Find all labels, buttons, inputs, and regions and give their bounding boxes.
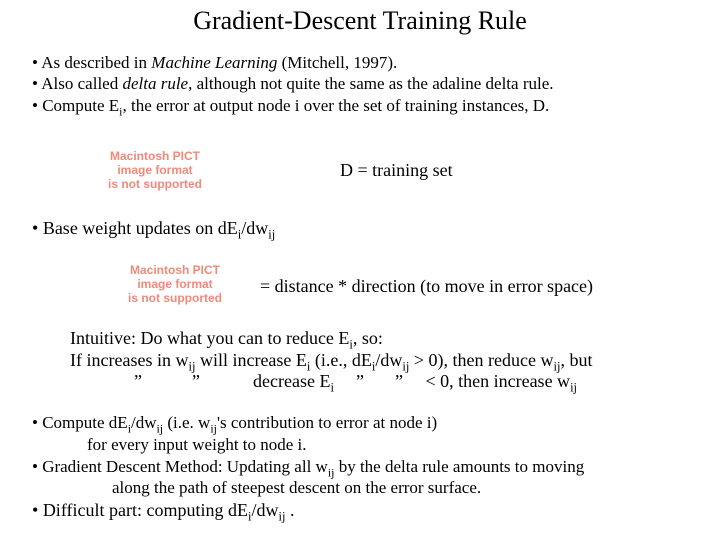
point-2: • Also called delta rule, although not q… bbox=[32, 73, 692, 94]
if-e: /dw bbox=[375, 350, 402, 370]
point-6-cont: along the path of steepest descent on th… bbox=[112, 477, 702, 499]
ph-line2: image format bbox=[90, 164, 220, 178]
ph-line3: is not supported bbox=[110, 292, 240, 306]
p5c: /dw bbox=[131, 413, 157, 432]
line2-b: < 0, then increase w bbox=[421, 371, 570, 391]
p3a: Compute E bbox=[42, 96, 119, 115]
sub-i: i bbox=[330, 381, 334, 395]
ph-line1: Macintosh PICT bbox=[90, 150, 220, 164]
bullet: • bbox=[32, 53, 41, 72]
if-a: If increases in w bbox=[70, 350, 188, 370]
intuitive-b: , so: bbox=[353, 328, 383, 348]
if-line-2: ”” decrease Ei ”” < 0, then increase wij bbox=[110, 371, 690, 393]
p6a: Gradient Descent Method: Updating all w bbox=[42, 457, 328, 476]
point-5-cont: for every input weight to node i. bbox=[87, 434, 702, 456]
p1c: (Mitchell, 1997). bbox=[277, 53, 397, 72]
slide: Gradient-Descent Training Rule • As desc… bbox=[0, 0, 720, 540]
bullet: • bbox=[32, 413, 42, 432]
ph-line3: is not supported bbox=[90, 178, 220, 192]
point-6: • Gradient Descent Method: Updating all … bbox=[32, 456, 702, 478]
if-f: > 0), then reduce w bbox=[409, 350, 553, 370]
if-line-1: If increases in wij will increase Ei (i.… bbox=[70, 350, 690, 372]
ditto-mark: ” bbox=[110, 371, 166, 393]
line2-a: decrease E bbox=[253, 371, 330, 391]
point-3: • Compute Ei, the error at output node i… bbox=[32, 95, 692, 116]
if-b: will increase E bbox=[195, 350, 306, 370]
p2c: , although not quite the same as the ada… bbox=[188, 74, 553, 93]
if-c: (i.e., d bbox=[310, 350, 360, 370]
point-1: • As described in Machine Learning (Mitc… bbox=[32, 52, 692, 73]
if-g: , but bbox=[561, 350, 593, 370]
sub-ij: ij bbox=[570, 381, 577, 395]
ph-line2: image format bbox=[110, 278, 240, 292]
p2a: Also called bbox=[41, 74, 122, 93]
ditto-mark: ” bbox=[166, 371, 226, 393]
sub-ij: ij bbox=[268, 228, 275, 242]
if-d: E bbox=[361, 350, 372, 370]
slide-title: Gradient-Descent Training Rule bbox=[0, 6, 720, 36]
ditto-mark: ” bbox=[377, 371, 421, 393]
p5b: E bbox=[117, 413, 127, 432]
p7b: E bbox=[237, 500, 248, 520]
p4c: /dw bbox=[241, 218, 268, 238]
distance-direction-label: = distance * direction (to move in error… bbox=[260, 276, 593, 297]
point-5: • Compute dEi/dwij (i.e. wij's contribut… bbox=[32, 412, 702, 434]
p4a: Base weight updates on d bbox=[43, 218, 227, 238]
missing-image-icon: Macintosh PICT image format is not suppo… bbox=[90, 150, 220, 191]
bullet: • bbox=[32, 218, 43, 238]
p7a: Difficult part: computing d bbox=[43, 500, 237, 520]
missing-image-icon: Macintosh PICT image format is not suppo… bbox=[110, 264, 240, 305]
p4b: E bbox=[227, 218, 238, 238]
p7d: . bbox=[285, 500, 294, 520]
p5a: Compute d bbox=[42, 413, 117, 432]
bullet: • bbox=[32, 457, 42, 476]
point-4: • Base weight updates on dEi/dwij bbox=[32, 218, 692, 239]
p1b: Machine Learning bbox=[151, 53, 277, 72]
p5d: (i.e. w bbox=[163, 413, 210, 432]
intuitive-line: Intuitive: Do what you can to reduce Ei,… bbox=[70, 328, 690, 350]
intro-block: • As described in Machine Learning (Mitc… bbox=[32, 52, 692, 116]
p7c: /dw bbox=[251, 500, 278, 520]
p2b: delta rule bbox=[122, 74, 188, 93]
p6b: by the delta rule amounts to moving bbox=[334, 457, 584, 476]
intuitive-a: Intuitive: Do what you can to reduce E bbox=[70, 328, 349, 348]
bullet: • bbox=[32, 96, 42, 115]
p5e: 's contribution to error at node i) bbox=[217, 413, 437, 432]
bottom-block: • Compute dEi/dwij (i.e. wij's contribut… bbox=[32, 412, 702, 522]
point-7: • Difficult part: computing dEi/dwij . bbox=[32, 499, 702, 522]
ditto-mark: ” bbox=[343, 371, 377, 393]
bullet: • bbox=[32, 500, 43, 520]
p1a: As described in bbox=[41, 53, 151, 72]
intuitive-block: Intuitive: Do what you can to reduce E i,… bbox=[70, 328, 690, 393]
ph-line1: Macintosh PICT bbox=[110, 264, 240, 278]
training-set-label: D = training set bbox=[340, 160, 453, 181]
bullet: • bbox=[32, 74, 41, 93]
p3b: , the error at output node i over the se… bbox=[122, 96, 549, 115]
